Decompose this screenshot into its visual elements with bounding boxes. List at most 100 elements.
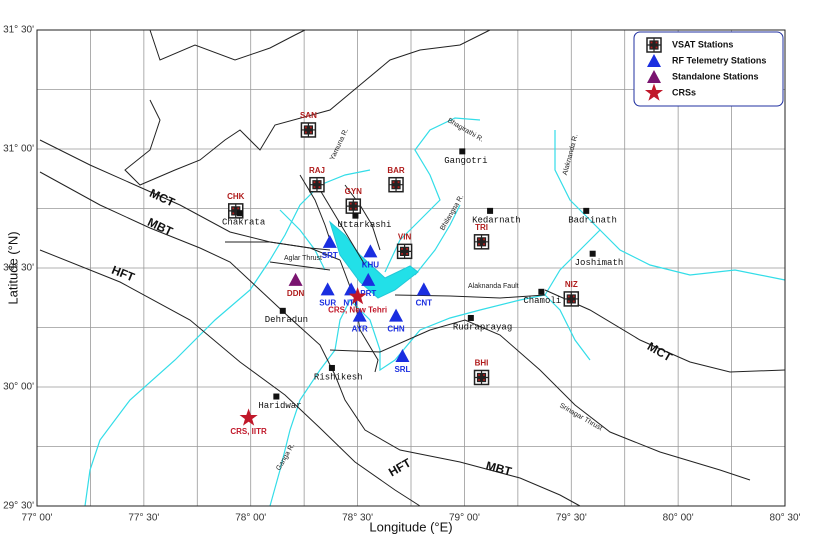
x-tick-label: 79° 00' [449, 513, 480, 524]
legend-box [633, 31, 784, 107]
fault-srinagar [329, 319, 751, 481]
town-marker [328, 364, 335, 371]
station-label: CHN [387, 325, 405, 334]
faults [39, 29, 786, 507]
station-label: SUR [319, 299, 336, 308]
station-label: SRT [322, 251, 338, 260]
station-label: GYN [345, 187, 363, 196]
triangle-symbol [352, 308, 367, 322]
y-axis-label: Latitude (°N) [5, 231, 20, 304]
river [544, 294, 591, 361]
station-label: DDN [287, 289, 305, 298]
legend: VSAT Stations RF Telemetry Stations Stan… [633, 31, 784, 107]
station-label: CNT [416, 299, 433, 308]
town-marker [352, 212, 359, 219]
feature-label: Aglar Thrust [284, 255, 322, 262]
station-label: BAR [387, 166, 405, 175]
town-label: Gangotri [444, 156, 487, 166]
x-tick-label: 80° 30' [770, 513, 801, 524]
fault-mct [544, 289, 786, 373]
town-marker [538, 288, 545, 295]
vsat-symbol-cross [301, 122, 316, 137]
triangle-symbol [361, 272, 376, 286]
fault-hft [39, 249, 421, 507]
station-label: KHU [362, 260, 380, 269]
x-tick-label: 77° 00' [22, 513, 53, 524]
vsat-symbol-cross [309, 177, 324, 192]
river [349, 130, 601, 372]
star-symbol [348, 287, 367, 305]
y-tick-label: 30° 00' [3, 382, 34, 393]
plot-frame [36, 29, 786, 507]
town-marker [459, 148, 466, 155]
vsat-symbol-cross [647, 38, 661, 52]
town-label: Chamoli [523, 296, 561, 306]
river [269, 299, 351, 507]
x-tick-label: 77° 30' [128, 513, 159, 524]
y-tick-label: 29° 30' [3, 501, 34, 512]
town-label: Joshimath [575, 258, 624, 268]
triangle-symbol [288, 272, 303, 286]
station-label: PRT [360, 289, 376, 298]
town-label: Haridwar [258, 401, 301, 411]
vsat-symbol-cross [397, 244, 412, 259]
fault-mbt [39, 171, 581, 507]
x-axis-label: Longitude (°E) [369, 519, 452, 534]
river-line [299, 174, 331, 241]
station-label: NTT [343, 299, 359, 308]
vsat-symbol-cross [564, 291, 579, 306]
river-line [344, 184, 381, 251]
town-label: Kedarnath [472, 215, 521, 225]
vsat-symbol-cross [389, 177, 404, 192]
river [279, 209, 326, 271]
triangle-symbol [363, 244, 378, 258]
town-marker [583, 207, 590, 214]
x-tick-label: 78° 30' [342, 513, 373, 524]
star-symbol [644, 83, 664, 101]
legend-label: Standalone Stations [672, 71, 759, 81]
rivers [84, 117, 786, 507]
station-label: CHK [227, 192, 245, 201]
triangle-symbol [647, 54, 661, 67]
legend-label: RF Telemetry Stations [672, 55, 766, 65]
x-tick-label: 80° 00' [663, 513, 694, 524]
station-label: VIN [398, 232, 412, 241]
town-label: Rudraprayag [453, 322, 512, 332]
triangle-symbol [395, 349, 410, 363]
x-tick-label: 79° 30' [556, 513, 587, 524]
legend-label: VSAT Stations [672, 39, 733, 49]
station-label: SAN [300, 111, 317, 120]
y-tick-label: 31° 00' [3, 144, 34, 155]
town-label: Rishikesh [314, 372, 363, 382]
fault-alaknanda [394, 294, 546, 299]
station-label: NIZ [565, 280, 578, 289]
town-marker [237, 210, 244, 217]
feature-label: Alaknanda Fault [468, 283, 519, 290]
triangle-symbol [322, 234, 337, 248]
vsat-symbol-cross [474, 370, 489, 385]
triangle-symbol [416, 282, 431, 296]
triangle-symbol [389, 308, 404, 322]
station-label: RAJ [309, 166, 325, 175]
station-label: AYR [352, 325, 368, 334]
town-label: Chakrata [222, 218, 266, 228]
marks: SAN RAJ GYN BAR CHK VIN TRI NIZ BHI SRT KHU PRT SUR N… [222, 111, 623, 436]
town-marker [589, 250, 596, 257]
vsat-symbol-cross [346, 199, 361, 214]
star-symbol [239, 408, 258, 426]
station-label: TRI [475, 223, 488, 232]
town-marker [279, 307, 286, 314]
fault-label: MBT [484, 458, 513, 478]
town-marker [487, 207, 494, 214]
station-label: CRS, IITR [230, 427, 267, 436]
vsat-symbol-cross [474, 234, 489, 249]
town-label: Dehradun [265, 315, 308, 325]
fault-aglar [269, 261, 331, 271]
station-label: CRS, New Tehri [328, 306, 387, 315]
river [384, 117, 481, 273]
river-line [319, 189, 366, 266]
boundary [149, 29, 306, 61]
y-tick-label: 30° 30' [3, 263, 34, 274]
triangle-symbol [320, 282, 335, 296]
